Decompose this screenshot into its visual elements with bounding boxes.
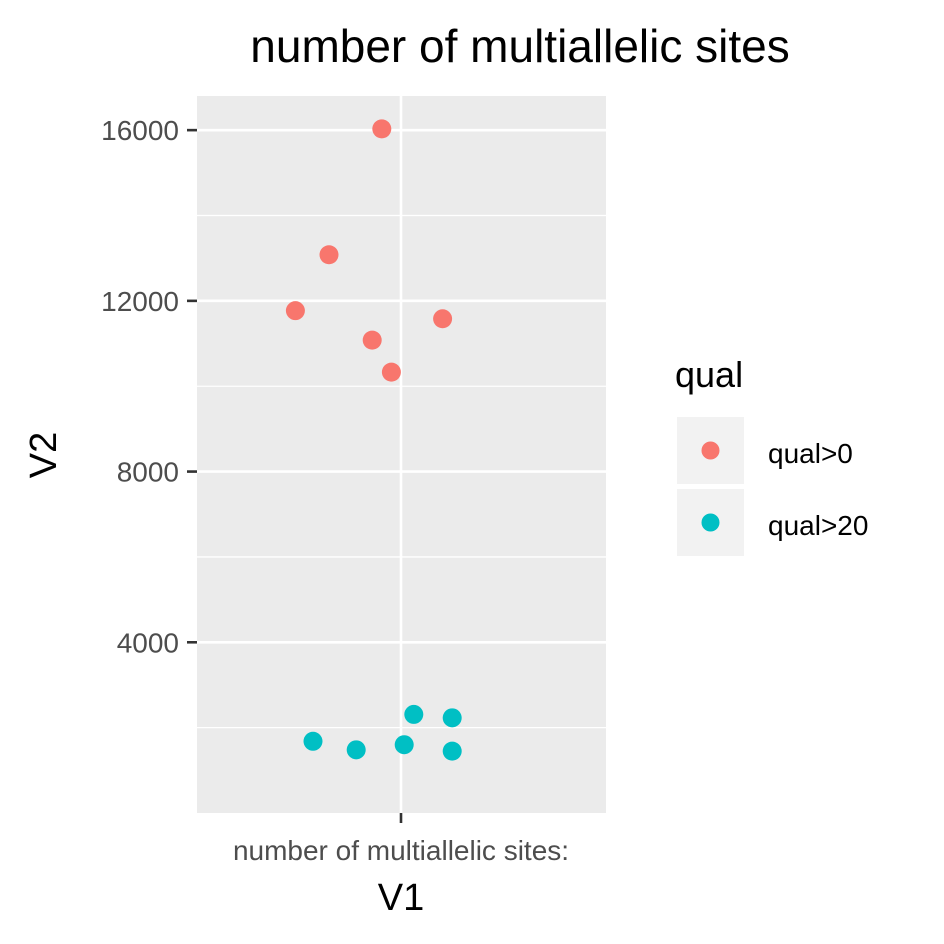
y-tick-label: 16000 — [101, 115, 179, 146]
y-tick-labels: 4000 8000 12000 16000 — [101, 115, 179, 658]
data-point — [442, 708, 462, 728]
legend-swatch-qual0 — [701, 441, 720, 460]
legend-label-qual20: qual>20 — [768, 510, 868, 541]
y-tick-label: 4000 — [117, 627, 179, 658]
legend-swatch-qual20 — [701, 513, 720, 532]
x-tick-label: number of multiallelic sites: — [233, 835, 569, 866]
grid-lines — [197, 96, 606, 813]
data-point — [404, 704, 424, 724]
legend-label-qual0: qual>0 — [768, 438, 853, 469]
x-axis-title: V1 — [378, 877, 424, 919]
y-axis-title: V2 — [23, 432, 65, 478]
data-point — [381, 362, 401, 382]
data-point — [346, 740, 366, 760]
legend: qual qual>0 qual>20 — [675, 354, 868, 556]
legend-title: qual — [675, 354, 743, 395]
y-tick-label: 8000 — [117, 457, 179, 488]
chart-title: number of multiallelic sites — [250, 20, 789, 72]
data-points — [285, 119, 462, 761]
data-point — [394, 735, 414, 755]
data-point — [319, 245, 339, 265]
data-point — [303, 731, 323, 751]
data-point — [372, 119, 392, 139]
data-point — [442, 741, 462, 761]
axis-ticks — [187, 128, 403, 823]
data-point — [433, 309, 453, 329]
data-point — [362, 330, 382, 350]
y-tick-label: 12000 — [101, 286, 179, 317]
data-point — [285, 301, 305, 321]
